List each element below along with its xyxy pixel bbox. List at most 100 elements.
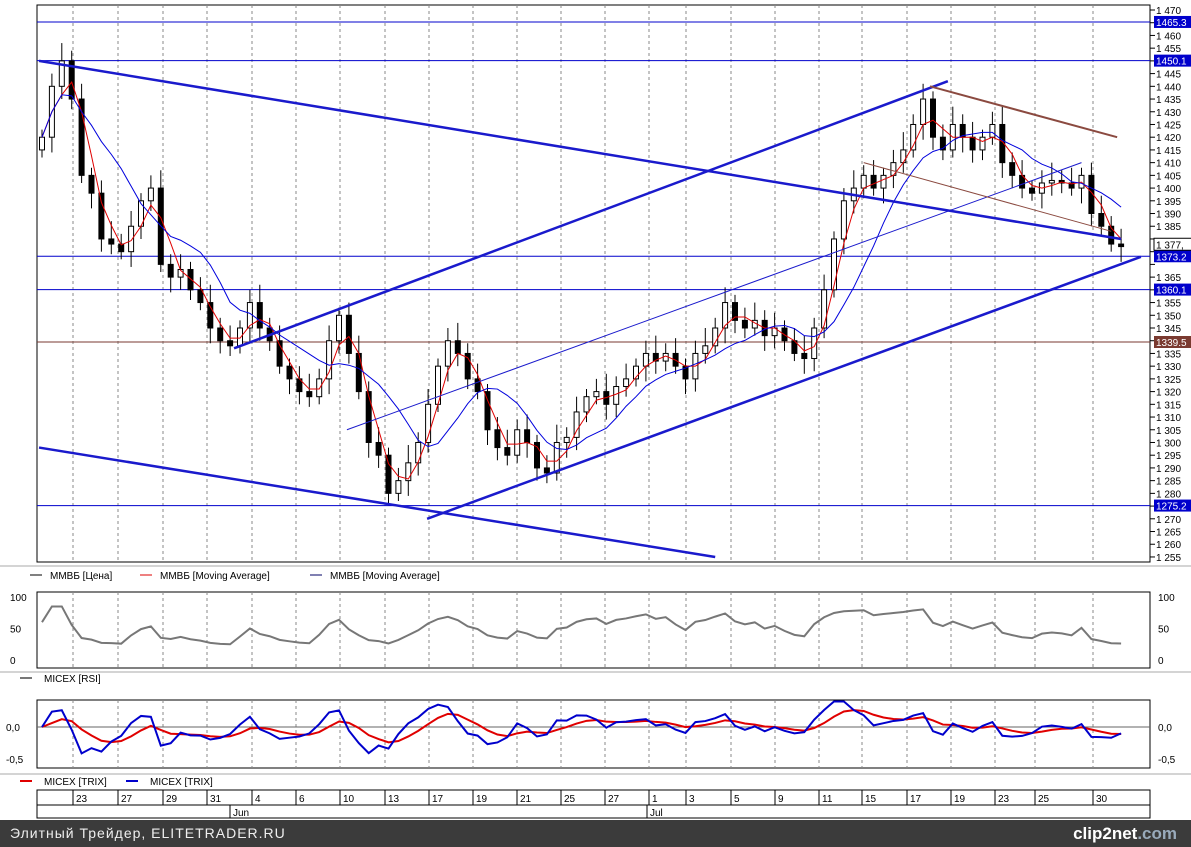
price-label: 1 385 (1156, 222, 1181, 233)
date-label: 30 (1096, 794, 1108, 805)
candle-body (939, 136, 946, 151)
candle-body (553, 441, 560, 474)
candle-body (237, 327, 243, 347)
rsi-tick-label-right: 50 (1158, 625, 1170, 636)
candle-body (870, 174, 877, 189)
candle-body (989, 123, 996, 138)
candle-body (702, 345, 709, 354)
candle-body (514, 429, 521, 456)
price-label: 1 330 (1156, 362, 1181, 373)
rsi-tick-label-left: 50 (10, 625, 22, 636)
price-label: 1 395 (1156, 197, 1181, 208)
legend-label: MICEX [RSI] (44, 674, 101, 685)
level-label: 1465.3 (1156, 18, 1187, 29)
clip2net-logo: clip2net.com (1073, 824, 1177, 843)
candle-body (583, 396, 590, 413)
level-label: 1339.5 (1156, 338, 1187, 349)
legend-label: MICEX [TRIX] (44, 777, 107, 788)
candle-body (395, 480, 402, 494)
candle-body (1068, 182, 1075, 189)
price-label: 1 400 (1156, 184, 1181, 195)
candle-body (108, 238, 115, 245)
candle-body (811, 327, 818, 360)
date-label: 9 (778, 794, 784, 805)
candle-body (1098, 213, 1105, 227)
date-label: 25 (564, 794, 576, 805)
candle-body (910, 123, 917, 151)
level-label: 1450.1 (1156, 57, 1187, 68)
candle-body (623, 378, 630, 388)
candle-body (642, 352, 649, 367)
trix-blue-line (41, 700, 1122, 755)
candle-body (88, 174, 95, 194)
candle-body (68, 60, 75, 100)
level-label: 1373.2 (1156, 252, 1187, 263)
level-badge (1154, 15, 1191, 28)
date-label: 25 (1038, 794, 1050, 805)
date-label: 23 (76, 794, 88, 805)
price-label: 1 335 (1156, 349, 1181, 360)
price-label: 1 255 (1156, 553, 1181, 564)
price-label: 1 440 (1156, 82, 1181, 93)
candle-body (979, 136, 986, 151)
candle-body (534, 441, 540, 469)
trend-line (426, 255, 1142, 520)
candle-body (999, 123, 1006, 164)
price-label: 1 405 (1156, 171, 1181, 182)
candle-body (385, 454, 392, 494)
legend-label: MICEX [TRIX] (150, 777, 213, 788)
candle-body (880, 174, 887, 189)
candle-body (415, 441, 422, 464)
legend-label: ММВБ [Цена] (50, 571, 112, 582)
trend-line (38, 446, 716, 559)
candle-body (741, 319, 748, 329)
candle-body (128, 225, 135, 253)
candle-body (39, 136, 45, 151)
price-label: 1 455 (1156, 44, 1181, 55)
price-label: 1 445 (1156, 70, 1181, 81)
price-label: 1 470 (1156, 6, 1181, 17)
date-label: 23 (998, 794, 1010, 805)
footer-text: Элитный Трейдер, ELITETRADER.RU (10, 825, 286, 841)
candle-body (900, 149, 907, 164)
level-label: 1360.1 (1156, 286, 1187, 297)
candle-body (365, 391, 372, 443)
candle-body (167, 263, 174, 278)
price-label: 1 280 (1156, 489, 1181, 500)
price-label: 1 355 (1156, 299, 1181, 310)
candle-body (217, 327, 224, 342)
candle-body (494, 429, 501, 449)
price-label: 1 315 (1156, 400, 1181, 411)
candle-body (425, 403, 432, 443)
candle-body (336, 314, 342, 342)
candle-body (543, 467, 550, 474)
price-label: 1 410 (1156, 159, 1181, 170)
trend-line (38, 59, 1122, 241)
date-label: 4 (255, 794, 261, 805)
last-price-label: 1 377, (1156, 240, 1184, 251)
candle-body (256, 302, 263, 329)
candle-body (930, 98, 936, 138)
candle-body (573, 411, 580, 438)
rsi-panel (36, 591, 1151, 669)
candle-body (722, 302, 729, 329)
price-label: 1 305 (1156, 426, 1181, 437)
candle-body (969, 136, 976, 151)
date-label: 3 (689, 794, 695, 805)
candle-body (1048, 179, 1055, 184)
date-label: 15 (865, 794, 877, 805)
candle-body (732, 302, 738, 321)
price-label: 1 390 (1156, 210, 1181, 221)
candle-body (58, 60, 65, 87)
date-label: 19 (954, 794, 966, 805)
candle-body (375, 441, 382, 456)
candle-body (920, 98, 927, 125)
candle-body (613, 386, 620, 405)
candle-body (504, 447, 511, 456)
candle-body (801, 352, 808, 360)
candle-body (484, 391, 491, 431)
candle-body (840, 200, 847, 240)
candle-body (197, 289, 204, 304)
level-badge (1154, 283, 1191, 296)
date-label: 27 (608, 794, 620, 805)
